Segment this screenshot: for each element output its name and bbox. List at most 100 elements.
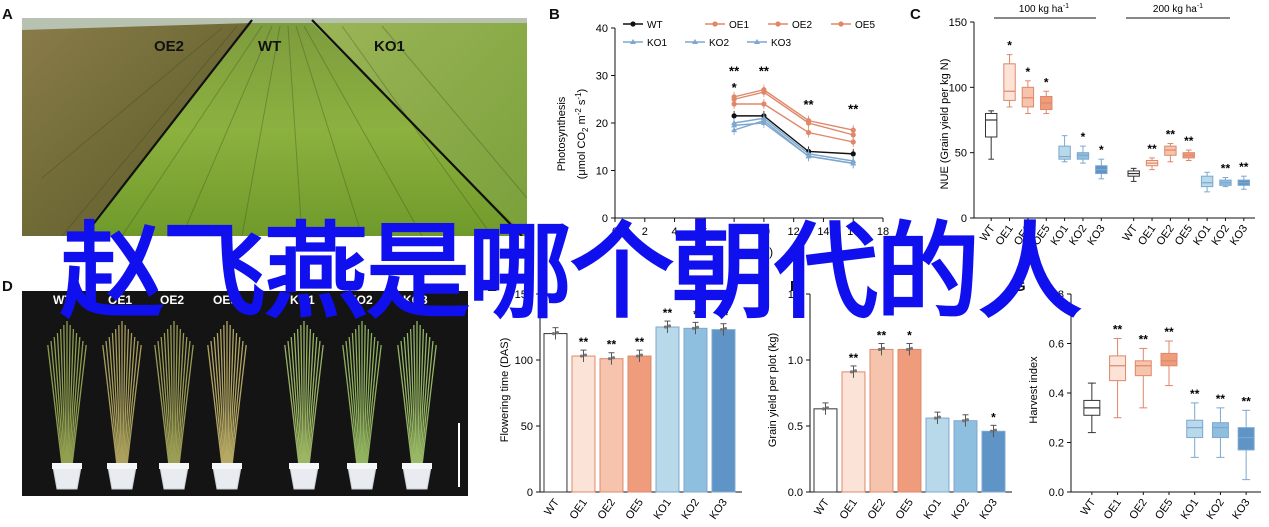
chart-e-data-dot [723, 327, 728, 331]
panel-letter-c: C [910, 6, 921, 23]
chart-b-legend-marker [712, 21, 718, 27]
plant-stem [70, 340, 84, 468]
chart-c-significance: ** [1221, 161, 1231, 175]
chart-e-xtick-label: WT [542, 497, 562, 518]
plant-stem [227, 324, 231, 468]
chart-f-data-dot [853, 369, 858, 373]
chart-b-ytick-label: 40 [596, 23, 608, 35]
chart-e-bar [599, 358, 624, 493]
chart-b-legend-marker [630, 39, 636, 44]
chart-g-ytick-label: 0.8 [1049, 289, 1064, 301]
chart-b-point [850, 132, 856, 138]
overlay-headline: 赵飞燕是哪个朝代的人 [60, 211, 1082, 333]
chart-f-data-dot [965, 418, 970, 422]
nue-box-plot: NUE (Grain yield per kg N) 100 kg ha-1 2… [939, 3, 1255, 248]
plant-stem [418, 332, 428, 468]
field-photo: OE2 WT KO1 [22, 18, 527, 236]
chart-f-bar [925, 417, 950, 493]
chart-b-xtick-label: 2 [642, 226, 648, 238]
chart-b-legend-marker [838, 21, 844, 27]
chart-c-ytick-label: 50 [955, 148, 967, 160]
chart-f-xtick-label: OE1 [837, 497, 859, 522]
plant-stem [397, 344, 413, 468]
plant-stem [174, 328, 182, 468]
chart-g-ytick-label: 0.2 [1049, 438, 1064, 450]
plant-stem [400, 340, 414, 468]
chart-c-significance: ** [1166, 128, 1176, 142]
plant-pot-rim [402, 463, 432, 469]
chart-b-significance: ** [803, 97, 814, 112]
plant-label-ko2: KO2 [348, 293, 373, 307]
plant-ko3 [397, 321, 437, 490]
chart-b-point [760, 115, 767, 121]
chart-c-significance: * [1081, 130, 1086, 144]
chart-b-point [805, 120, 812, 126]
chart-b-point [731, 113, 737, 119]
chart-f-significance: ** [849, 351, 859, 365]
chart-c-significance: * [1044, 75, 1049, 89]
chart-f-ytick-label: 1.5 [788, 289, 803, 301]
chart-f-data-dot [933, 416, 938, 420]
plant-stem [293, 332, 303, 468]
panel-letter-b: B [549, 6, 560, 23]
chart-c-box [1021, 86, 1035, 108]
chart-b-series-line [733, 91, 854, 136]
chart-e-ytick-label: 0 [527, 487, 533, 499]
chart-c-significance: ** [1147, 142, 1157, 156]
chart-e-data-dot [607, 357, 612, 361]
chart-f-bar [897, 348, 922, 493]
chart-b-xtick-label: 6 [701, 226, 707, 238]
plant-pot [52, 466, 82, 490]
plant-stem [417, 328, 425, 468]
plant-ko2 [342, 321, 382, 490]
plant-stem [166, 328, 174, 468]
chart-c-ytick-label: 0 [961, 213, 967, 225]
plant-stem [362, 324, 366, 468]
plant-pot [347, 466, 377, 490]
photo-label-wt: WT [258, 38, 282, 55]
chart-b-point [805, 150, 812, 156]
plant-stem [108, 336, 120, 468]
plant-stem [174, 324, 178, 468]
plant-stem [50, 340, 64, 468]
plant-stem [420, 340, 434, 468]
chart-b-legend-label: OE1 [729, 20, 749, 31]
chart-f-significance: ** [877, 329, 887, 343]
chart-g-box [1186, 419, 1204, 439]
chart-g-significance: ** [1139, 332, 1149, 346]
plant-stem [287, 340, 301, 468]
plant-wt [47, 321, 87, 490]
plant-label-ko1: KO1 [290, 293, 315, 307]
photo-label-oe2: OE2 [154, 38, 185, 55]
chart-e-data-dot [667, 324, 672, 328]
plant-label-ko3: KO3 [403, 293, 428, 307]
chart-f-data-dot [825, 406, 830, 410]
plant-stem [296, 328, 304, 468]
plant-oe5 [207, 321, 247, 490]
chart-e-xtick-label: OE2 [595, 497, 617, 522]
chart-b-legend-marker [775, 21, 781, 27]
chart-b-point [731, 120, 738, 125]
chart-c-significance: * [1007, 39, 1012, 53]
chart-e-data-dot [639, 353, 644, 357]
plant-stem [163, 332, 173, 468]
harvest-index-box-plot: Harvest index 0.0 0.2 0.4 0.6 0.8 WT ** OE1 ** OE… [1028, 289, 1261, 522]
plant-stem [125, 340, 139, 468]
plant-stem [230, 340, 244, 468]
chart-e-data-dot [551, 332, 556, 336]
chart-c-box [1200, 175, 1214, 188]
chart-b-legend-marker [630, 21, 636, 27]
plant-stem [351, 332, 361, 468]
chart-e-data-dot [555, 331, 560, 335]
chart-c-box [1003, 63, 1016, 101]
plant-pot-rim [159, 463, 189, 469]
chart-b-legend-label: KO2 [709, 38, 729, 49]
chart-c-ylabel: NUE (Grain yield per kg N) [939, 59, 951, 190]
chart-b-series-line [733, 88, 854, 131]
panel-letter-f: F [790, 278, 800, 295]
chart-e-ytick-label: 150 [515, 289, 533, 301]
chart-e-xtick-label: OE5 [623, 497, 645, 522]
chart-b-xtick-label: 18 [877, 226, 889, 238]
chart-b-ytick-label: 0 [602, 213, 608, 225]
chart-e-bar [683, 327, 708, 493]
